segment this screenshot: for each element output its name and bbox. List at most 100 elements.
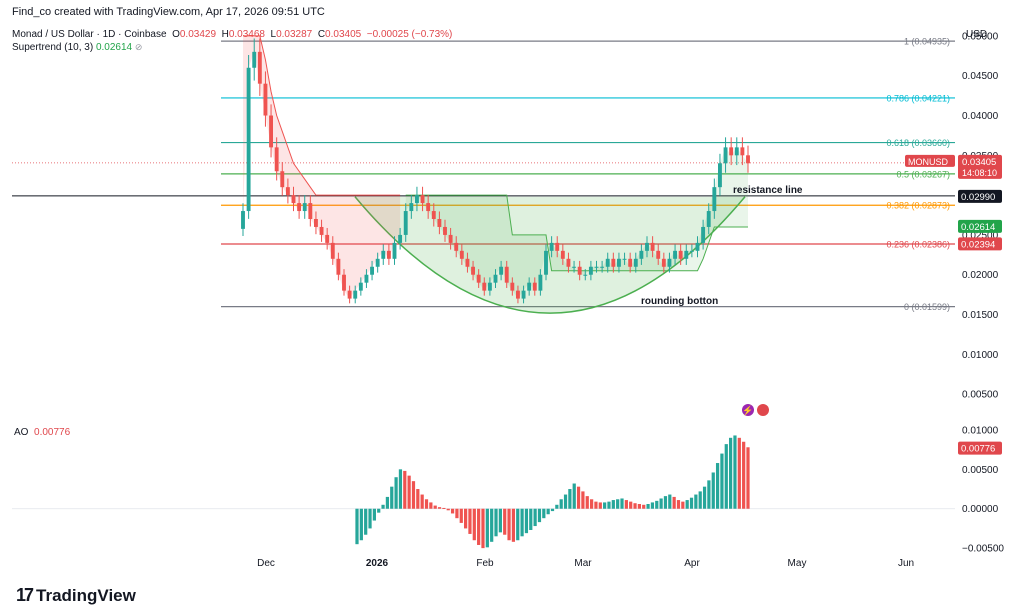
ao-bar <box>424 499 429 509</box>
ao-bar <box>594 501 598 509</box>
ao-bar <box>472 508 476 541</box>
candle-body <box>291 195 296 204</box>
candle-body <box>364 274 369 283</box>
ao-bar <box>689 497 694 509</box>
candle-body <box>633 258 638 267</box>
candle-body <box>314 219 318 227</box>
resistance-line-label: resistance line <box>733 185 803 196</box>
open-label: O <box>172 29 180 40</box>
ao-legend[interactable]: AO 0.00776 <box>14 427 70 438</box>
candle-body <box>729 147 734 156</box>
price-tick-label: 0.01000 <box>962 350 999 361</box>
fib-label-1: 1 (0.04935) <box>904 37 950 47</box>
candle-body <box>398 234 403 243</box>
ao-bar <box>572 483 576 509</box>
candle-body <box>701 226 706 243</box>
ao-bar <box>733 435 737 509</box>
lightning-icon <box>742 404 754 416</box>
ao-bar <box>359 508 363 541</box>
candle-body <box>504 266 509 283</box>
candle-body <box>588 266 593 275</box>
candle-body <box>426 203 431 212</box>
ao-bar <box>537 508 542 523</box>
candle-body <box>257 51 262 84</box>
candle-body <box>353 290 358 299</box>
supertrend-value: 0.02614 <box>95 42 133 53</box>
ao-bar <box>494 508 498 537</box>
ao-value-tag <box>958 441 1002 455</box>
ao-bar <box>589 499 594 509</box>
candle-body <box>499 266 504 275</box>
candle-body <box>594 266 599 268</box>
ao-bar <box>364 508 368 535</box>
ao-bar <box>659 498 663 509</box>
candle-body <box>650 242 655 251</box>
ao-bar <box>555 504 559 509</box>
fib-label-0.786: 0.786 (0.04221) <box>886 93 950 103</box>
ao-bar <box>485 508 489 548</box>
ao-bar <box>629 501 633 509</box>
candle-body <box>241 211 245 229</box>
ao-bar <box>398 469 403 509</box>
ao-name[interactable]: AO <box>14 427 29 438</box>
ao-bar <box>411 481 416 509</box>
candle-body <box>403 211 408 235</box>
candle-body <box>661 258 666 267</box>
candle-body <box>605 258 610 267</box>
supertrend-name[interactable]: Supertrend (10, 3) <box>12 42 94 53</box>
candle-body <box>454 242 459 251</box>
candle-body <box>285 187 290 196</box>
candle-body <box>566 258 571 267</box>
high-value: 0.03468 <box>228 29 265 40</box>
supertrend-down-line <box>243 35 401 196</box>
ao-bar <box>481 508 485 549</box>
candle-body <box>415 195 419 204</box>
candle-body <box>684 250 689 259</box>
candle-body <box>476 274 481 283</box>
fib-label-0.382: 0.382 (0.02873) <box>886 201 950 211</box>
ao-bar <box>563 494 568 509</box>
candle-body <box>459 250 464 259</box>
ao-bar <box>650 502 655 509</box>
ao-bar <box>616 499 620 509</box>
low-label: L <box>270 29 277 40</box>
high-label: H <box>221 29 229 40</box>
ao-bar <box>355 508 359 545</box>
candle-body <box>274 147 279 172</box>
ao-bar <box>663 496 668 509</box>
candle-body <box>532 282 537 291</box>
supertrend-up-fill <box>405 147 748 299</box>
price-tick-label: 0.00500 <box>962 390 999 401</box>
symbol-name[interactable]: Monad / US Dollar · 1D · Coinbase <box>12 29 167 40</box>
ao-bar <box>403 470 407 509</box>
tradingview-logo[interactable]: 17 TradingView <box>16 585 136 606</box>
currency-label[interactable]: USD <box>966 29 988 40</box>
ao-bar <box>511 508 516 542</box>
open-value: 0.03429 <box>179 29 217 40</box>
candle-body <box>521 290 526 299</box>
ao-bar <box>598 502 602 509</box>
ao-bar <box>542 508 546 519</box>
fib-236-tag-text: 0.02394 <box>961 239 995 250</box>
symbol-tag <box>905 154 955 167</box>
candle-body <box>420 195 425 204</box>
candle-body <box>678 250 683 259</box>
candle-body <box>493 274 498 283</box>
candle-body <box>263 83 268 116</box>
indicator-legend[interactable]: Supertrend (10, 3) 0.02614 ⊘ <box>12 42 142 53</box>
ao-bar <box>576 486 581 509</box>
close-value: 0.03405 <box>325 29 362 40</box>
fib-label-0: 0 (0.01599) <box>904 302 950 312</box>
visibility-icon[interactable]: ⊘ <box>134 42 143 52</box>
candle-body <box>297 203 302 212</box>
candle-body <box>560 250 565 259</box>
ao-bar <box>550 508 555 512</box>
ao-bar <box>503 508 507 535</box>
last-price-tag <box>958 154 1002 179</box>
fib-label-0.5: 0.5 (0.03267) <box>896 169 950 179</box>
ao-bar <box>429 502 433 509</box>
candle-body <box>386 250 391 259</box>
ao-bar <box>507 508 511 541</box>
ao-bar <box>672 496 676 509</box>
